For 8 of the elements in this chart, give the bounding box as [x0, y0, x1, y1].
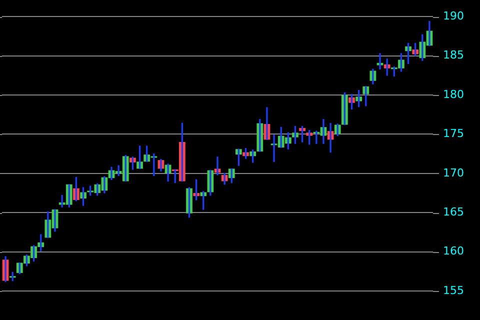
y-tick-label: 190	[443, 9, 464, 22]
y-tick-label: 165	[443, 205, 464, 218]
y-tick-label: 180	[443, 88, 464, 101]
y-tick-label: 155	[443, 284, 464, 297]
y-tick-label: 175	[443, 127, 464, 140]
y-tick-label: 170	[443, 166, 464, 180]
y-tick-label: 185	[443, 48, 464, 62]
y-tick-label: 160	[443, 244, 464, 258]
